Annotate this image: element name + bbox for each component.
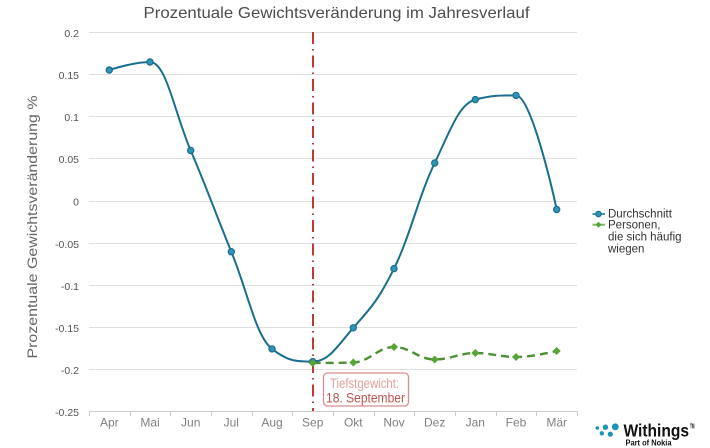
svg-text:Jan: Jan xyxy=(466,416,485,430)
svg-text:Tiefstgewicht:: Tiefstgewicht: xyxy=(330,376,399,391)
svg-text:-0.15: -0.15 xyxy=(55,323,79,335)
svg-text:Nov: Nov xyxy=(383,416,404,430)
svg-text:Aug: Aug xyxy=(261,416,282,430)
svg-text:-0.25: -0.25 xyxy=(55,407,79,419)
svg-text:Apr: Apr xyxy=(100,416,119,430)
svg-text:-0.05: -0.05 xyxy=(55,239,79,251)
svg-text:Prozentuale Gewichtsveränderun: Prozentuale Gewichtsveränderung % xyxy=(24,96,40,359)
svg-text:Jul: Jul xyxy=(224,416,239,430)
svg-text:Mär: Mär xyxy=(546,416,567,430)
svg-text:18. September: 18. September xyxy=(326,391,405,406)
svg-text:Dez: Dez xyxy=(424,416,445,430)
svg-text:Prozentuale Gewichtsveränderun: Prozentuale Gewichtsveränderung im Jahre… xyxy=(144,5,531,22)
svg-text:-0.1: -0.1 xyxy=(61,281,79,293)
svg-text:Okt: Okt xyxy=(344,416,363,430)
svg-text:-0.2: -0.2 xyxy=(61,365,79,377)
svg-text:die sich häufig: die sich häufig xyxy=(608,232,682,244)
svg-text:wiegen: wiegen xyxy=(607,244,644,256)
svg-text:Withings: Withings xyxy=(624,421,690,441)
svg-text:0.05: 0.05 xyxy=(59,154,80,166)
svg-text:TM: TM xyxy=(690,424,695,431)
svg-text:0.2: 0.2 xyxy=(64,28,79,40)
svg-text:Feb: Feb xyxy=(506,416,527,430)
svg-text:0.1: 0.1 xyxy=(64,112,79,124)
svg-text:Personen,: Personen, xyxy=(608,220,660,232)
svg-text:Sep: Sep xyxy=(302,416,324,430)
svg-text:0: 0 xyxy=(73,197,79,209)
svg-text:Part of Nokia: Part of Nokia xyxy=(626,439,673,448)
svg-text:Durchschnitt: Durchschnitt xyxy=(608,209,673,221)
svg-text:0.15: 0.15 xyxy=(59,70,80,82)
svg-text:Mai: Mai xyxy=(140,416,159,430)
svg-text:Jun: Jun xyxy=(181,416,200,430)
